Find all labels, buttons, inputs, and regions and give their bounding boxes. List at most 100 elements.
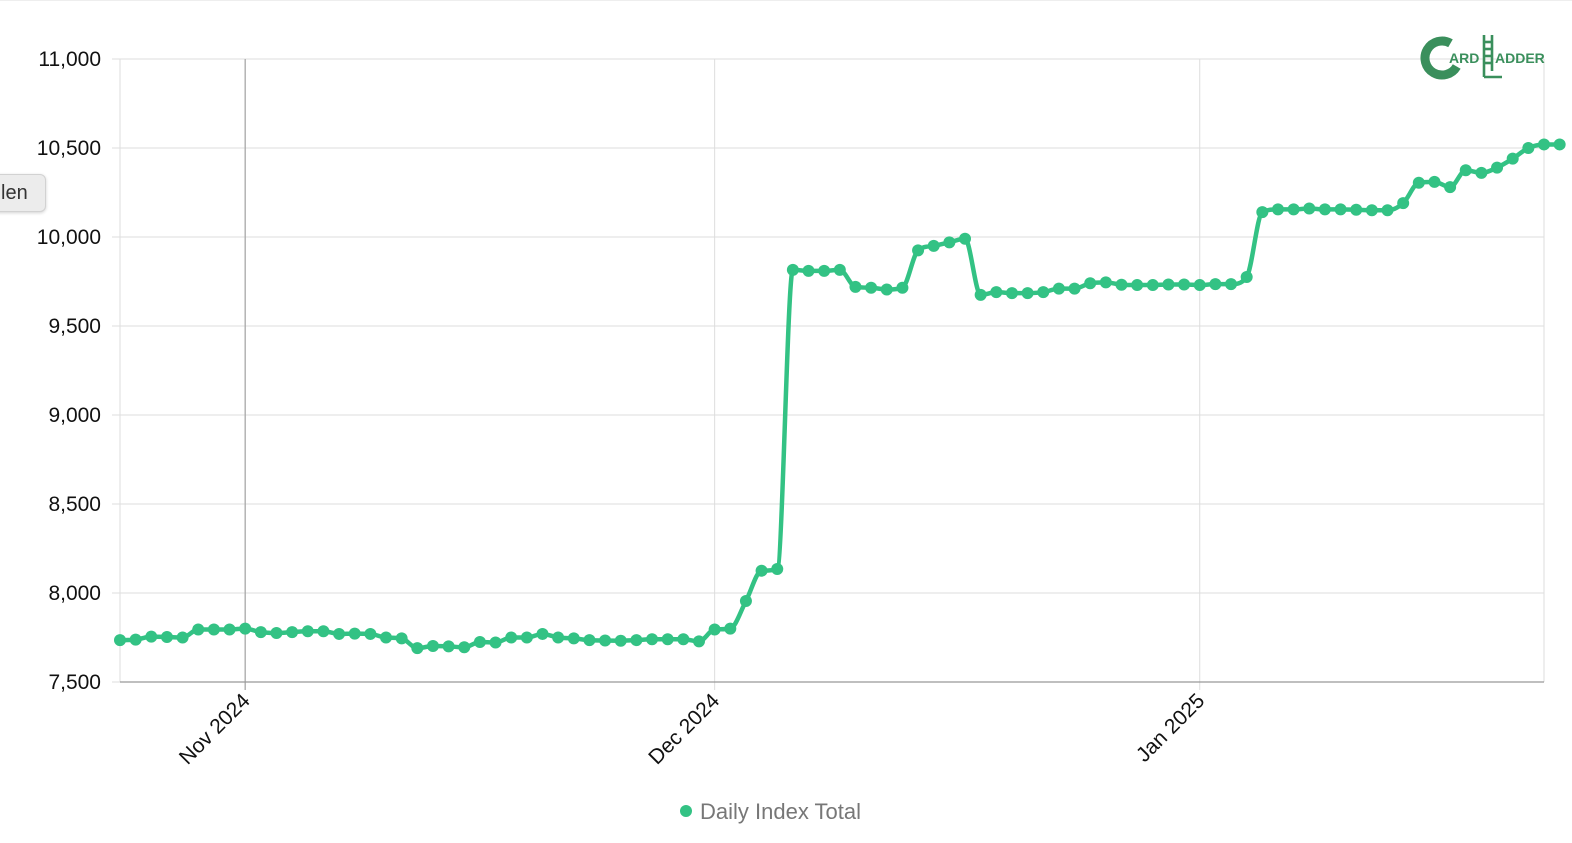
logo-word-card: ARD	[1449, 50, 1479, 66]
data-point[interactable]	[176, 631, 189, 644]
data-point[interactable]	[254, 626, 267, 639]
data-point[interactable]	[1412, 176, 1425, 189]
data-point[interactable]	[1146, 279, 1159, 292]
data-point[interactable]	[114, 634, 126, 647]
data-point[interactable]	[223, 623, 236, 636]
data-point[interactable]	[1287, 203, 1300, 216]
data-point[interactable]	[207, 623, 220, 636]
data-point[interactable]	[395, 632, 408, 645]
data-point[interactable]	[646, 633, 659, 646]
logo-word-ladder: ADDER	[1495, 50, 1545, 66]
data-point[interactable]	[1475, 166, 1488, 179]
data-point[interactable]	[927, 239, 940, 252]
data-point[interactable]	[552, 631, 565, 644]
data-point[interactable]	[1005, 287, 1018, 300]
data-point[interactable]	[880, 283, 893, 296]
data-point[interactable]	[724, 622, 737, 635]
data-point[interactable]	[411, 642, 424, 655]
data-point[interactable]	[536, 627, 549, 640]
data-point[interactable]	[380, 631, 393, 644]
data-point[interactable]	[1491, 161, 1504, 174]
data-point[interactable]	[1068, 282, 1081, 295]
data-point[interactable]	[1131, 279, 1144, 292]
data-point[interactable]	[1240, 271, 1253, 284]
data-point[interactable]	[458, 641, 471, 654]
data-point[interactable]	[974, 288, 987, 301]
data-point[interactable]	[192, 623, 205, 636]
data-point[interactable]	[520, 631, 533, 644]
data-point[interactable]	[1506, 152, 1519, 165]
data-point[interactable]	[1553, 138, 1566, 151]
data-point[interactable]	[301, 625, 314, 638]
data-point[interactable]	[1397, 197, 1410, 210]
data-point[interactable]	[1271, 203, 1284, 216]
data-point[interactable]	[333, 627, 346, 640]
data-point[interactable]	[1225, 278, 1238, 291]
data-point[interactable]	[943, 236, 956, 249]
data-point[interactable]	[739, 595, 752, 608]
data-point[interactable]	[599, 634, 612, 647]
data-point[interactable]	[661, 633, 674, 646]
data-point[interactable]	[677, 633, 690, 646]
data-point[interactable]	[1099, 276, 1112, 289]
x-tick-label: Jan 2025	[1132, 689, 1209, 766]
legend[interactable]: Daily Index Total	[680, 799, 861, 824]
data-point[interactable]	[1459, 164, 1472, 177]
data-point[interactable]	[786, 263, 799, 276]
data-point[interactable]	[442, 640, 455, 653]
partial-tab[interactable]: len	[0, 174, 46, 212]
data-point[interactable]	[270, 627, 283, 640]
data-point[interactable]	[129, 633, 142, 646]
data-point[interactable]	[865, 281, 878, 294]
data-point[interactable]	[833, 263, 846, 276]
data-point[interactable]	[160, 630, 173, 643]
data-point[interactable]	[614, 634, 627, 647]
data-point[interactable]	[849, 280, 862, 293]
data-point[interactable]	[755, 564, 768, 577]
data-point[interactable]	[348, 627, 361, 640]
data-point[interactable]	[692, 635, 705, 648]
data-point[interactable]	[505, 631, 518, 644]
data-point[interactable]	[959, 232, 972, 245]
data-point[interactable]	[364, 627, 377, 640]
data-point[interactable]	[145, 630, 158, 643]
data-point[interactable]	[1021, 287, 1034, 300]
data-point[interactable]	[1334, 203, 1347, 216]
data-point[interactable]	[1115, 278, 1128, 291]
data-point[interactable]	[1350, 203, 1363, 216]
data-point[interactable]	[1303, 202, 1316, 215]
data-point[interactable]	[1444, 181, 1457, 194]
data-point[interactable]	[286, 626, 299, 639]
data-point[interactable]	[1538, 138, 1550, 151]
data-point[interactable]	[802, 264, 815, 277]
data-point[interactable]	[1365, 204, 1378, 217]
data-point[interactable]	[1162, 278, 1175, 291]
data-point[interactable]	[912, 244, 925, 257]
data-point[interactable]	[1522, 142, 1535, 154]
data-point[interactable]	[1052, 282, 1065, 295]
data-point[interactable]	[567, 632, 580, 645]
data-point[interactable]	[708, 623, 721, 636]
data-point[interactable]	[1084, 277, 1097, 290]
data-point[interactable]	[317, 625, 330, 638]
data-point[interactable]	[1193, 279, 1206, 292]
data-point[interactable]	[473, 635, 486, 648]
y-tick-label: 9,000	[48, 404, 101, 427]
data-point[interactable]	[1381, 204, 1394, 217]
data-point[interactable]	[818, 264, 831, 277]
data-point[interactable]	[1178, 278, 1191, 291]
data-point[interactable]	[1318, 203, 1331, 216]
data-point[interactable]	[426, 640, 439, 653]
data-point[interactable]	[896, 281, 909, 294]
data-point[interactable]	[1209, 278, 1222, 291]
data-point[interactable]	[583, 634, 596, 647]
data-point[interactable]	[239, 622, 252, 635]
data-point[interactable]	[771, 562, 784, 575]
data-point[interactable]	[489, 636, 502, 649]
data-point[interactable]	[1037, 286, 1050, 299]
data-point[interactable]	[630, 634, 643, 647]
data-point[interactable]	[1256, 206, 1269, 219]
data-point[interactable]	[990, 286, 1003, 299]
data-point[interactable]	[1428, 175, 1441, 188]
